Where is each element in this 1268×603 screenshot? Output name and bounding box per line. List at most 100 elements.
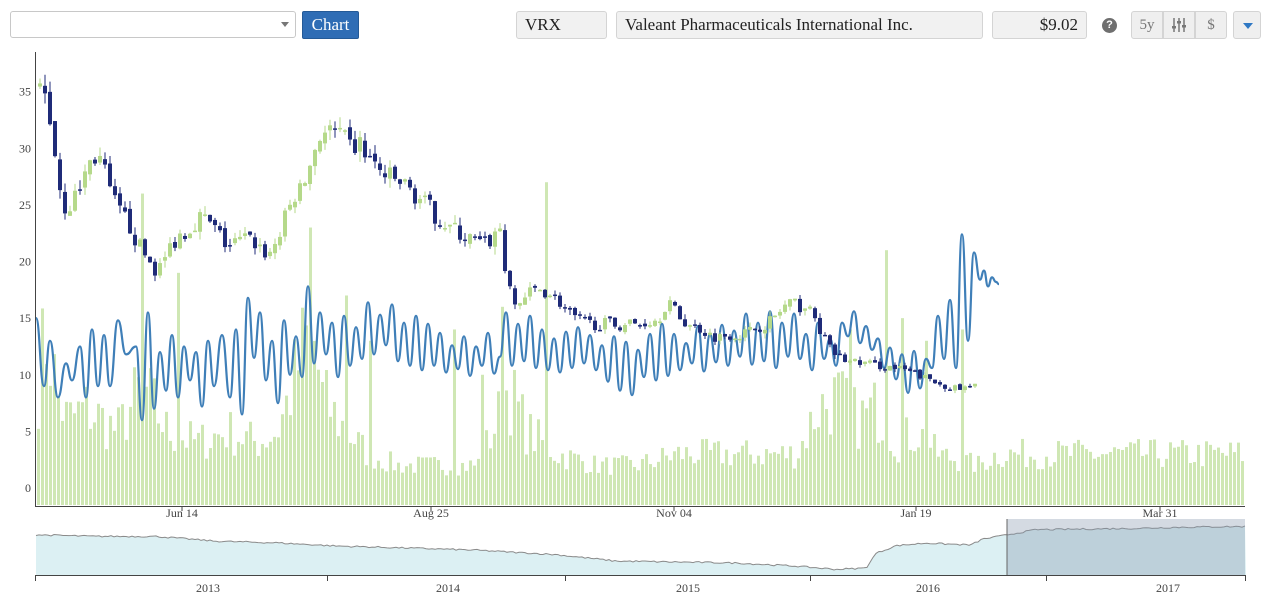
- volume-bar: [725, 449, 728, 505]
- indicator-settings-button[interactable]: [1163, 11, 1195, 39]
- volume-bar: [1173, 447, 1176, 505]
- candle-body: [288, 204, 292, 210]
- volume-bar: [633, 467, 636, 505]
- volume-bar: [793, 468, 796, 505]
- candle-body: [393, 166, 397, 179]
- volume-bar: [65, 401, 68, 505]
- candle-body: [138, 239, 142, 247]
- volume-bar: [417, 456, 420, 505]
- volume-bar: [113, 430, 116, 505]
- candle-body: [308, 165, 312, 184]
- volume-bar: [461, 462, 464, 505]
- volume-bar: [345, 295, 348, 505]
- menu-dropdown-button[interactable]: [1233, 11, 1261, 39]
- chart-button[interactable]: Chart: [302, 11, 359, 39]
- currency-button[interactable]: $: [1195, 11, 1227, 39]
- volume-bar: [509, 435, 512, 505]
- volume-bar: [929, 447, 932, 505]
- candle-body: [543, 289, 547, 298]
- volume-bar: [181, 440, 184, 505]
- volume-bar: [1177, 446, 1180, 505]
- volume-bar: [449, 470, 452, 505]
- volume-bar: [761, 464, 764, 505]
- volume-bar: [337, 436, 340, 505]
- candle-body: [533, 285, 537, 288]
- navigator-year-label: 2013: [196, 581, 220, 595]
- volume-bar: [501, 306, 504, 505]
- volume-bar: [569, 450, 572, 505]
- volume-bar: [941, 450, 944, 505]
- candle-body: [298, 183, 302, 201]
- volume-bar: [733, 454, 736, 505]
- navigator-year-label: 2017: [1156, 581, 1180, 595]
- volume-bar: [1013, 452, 1016, 505]
- volume-bar: [821, 394, 824, 505]
- volume-bar: [485, 430, 488, 505]
- volume-bar: [957, 471, 960, 505]
- candle-body: [438, 225, 442, 227]
- volume-bar: [757, 455, 760, 505]
- candle-body: [143, 239, 147, 256]
- volume-bar: [1213, 449, 1216, 505]
- candle-body: [898, 366, 902, 369]
- volume-bar: [1181, 440, 1184, 505]
- volume-bar: [657, 461, 660, 505]
- volume-bar: [933, 434, 936, 505]
- volume-bar: [961, 329, 964, 505]
- candle-body: [738, 338, 742, 341]
- volume-bar: [1105, 454, 1108, 505]
- candle-body: [973, 383, 977, 387]
- volume-bar: [481, 374, 484, 505]
- volume-bar: [1033, 459, 1036, 505]
- volume-bar: [1045, 456, 1048, 505]
- candle-body: [938, 382, 942, 385]
- volume-bar: [945, 448, 948, 505]
- volume-bar: [289, 415, 292, 505]
- candle-body: [563, 307, 567, 309]
- range-5y-button[interactable]: 5y: [1131, 11, 1163, 39]
- candle-body: [383, 173, 387, 178]
- candle-body: [508, 270, 512, 287]
- volume-bar: [613, 457, 616, 505]
- volume-bar: [1077, 439, 1080, 505]
- x-axis: Jun 14 Aug 25 Nov 04 Jan 19 Mar 31: [35, 506, 1245, 520]
- volume-bar: [117, 407, 120, 505]
- help-icon[interactable]: ?: [1102, 18, 1117, 33]
- volume-bar: [193, 439, 196, 505]
- volume-bar: [789, 446, 792, 505]
- candle-body: [538, 289, 542, 292]
- candle-body: [363, 140, 367, 158]
- candle-body: [418, 198, 422, 204]
- candle-body: [178, 233, 182, 249]
- volume-bar: [333, 401, 336, 505]
- price-field: $9.02: [992, 11, 1087, 39]
- candle-body: [268, 251, 272, 257]
- volume-bar: [45, 364, 48, 505]
- volume-bar: [981, 462, 984, 505]
- candle-body: [628, 319, 632, 324]
- navigator-window[interactable]: [1007, 519, 1245, 575]
- volume-bar: [269, 441, 272, 505]
- volume-bar: [341, 420, 344, 505]
- candle-body: [193, 230, 197, 233]
- volume-bar: [253, 440, 256, 505]
- candle-body: [328, 125, 332, 131]
- candle-body: [273, 243, 277, 254]
- navigator[interactable]: 2013 2014 2015 2016 2017: [35, 519, 1246, 595]
- y-tick-label: 10: [19, 368, 31, 382]
- candle-body: [853, 358, 857, 362]
- candle-body: [343, 130, 347, 132]
- volume-bar: [637, 470, 640, 505]
- candle-body: [198, 212, 202, 232]
- volume-bar: [1149, 440, 1152, 505]
- candle-body: [953, 385, 957, 391]
- symbol-select[interactable]: [10, 11, 296, 38]
- volume-bar: [149, 368, 152, 505]
- candle-body: [673, 301, 677, 306]
- volume-bar: [1085, 449, 1088, 505]
- volume-bar: [353, 444, 356, 505]
- candle-body: [843, 354, 847, 362]
- candle-body: [683, 319, 687, 327]
- candle-body: [483, 236, 487, 238]
